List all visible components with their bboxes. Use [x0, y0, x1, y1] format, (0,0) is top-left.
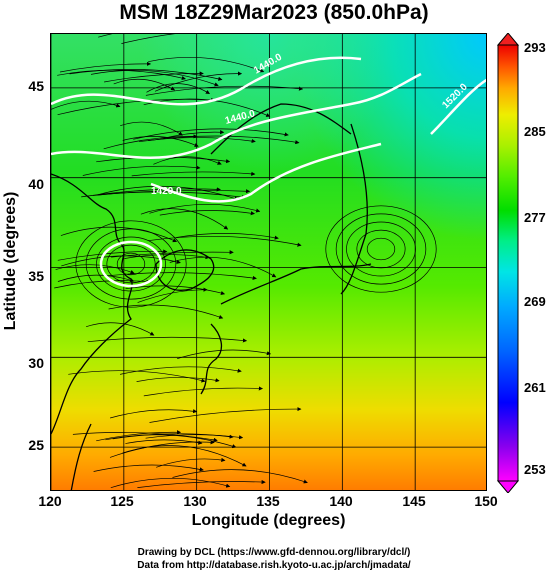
streamline: [90, 69, 219, 87]
streamline: [96, 430, 182, 442]
streamline: [137, 479, 266, 488]
x-tick-label: 145: [402, 493, 426, 509]
streamline: [72, 432, 218, 442]
streamline: [122, 136, 199, 147]
y-tick-label: 40: [28, 176, 44, 192]
streamline: [125, 285, 226, 296]
streamline: [133, 128, 289, 140]
streamline: [82, 165, 201, 176]
map-title: MSM 18Z29Mar2023 (850.0hPa): [119, 1, 429, 24]
streamline: [60, 226, 178, 243]
streamline: [96, 185, 239, 201]
circulation-streamline: [325, 205, 437, 293]
colorbar: [496, 33, 520, 493]
streamline: [149, 406, 302, 423]
colorbar-tick: 269: [524, 294, 546, 309]
x-tick-label: 130: [183, 493, 207, 509]
streamline: [159, 210, 255, 216]
streamline: [145, 434, 244, 440]
streamline: [147, 235, 302, 247]
x-tick-label: 140: [329, 493, 353, 509]
streamline: [121, 34, 176, 44]
colorbar-max-arrow: [496, 33, 520, 46]
streamline: [156, 457, 226, 468]
streamline: [153, 156, 222, 165]
circulation-streamline: [106, 244, 156, 284]
streamline: [176, 349, 272, 360]
streamline: [103, 134, 198, 150]
colorbar-gradient: [497, 44, 519, 482]
x-tick-label: 150: [474, 493, 498, 509]
streamline: [105, 434, 237, 449]
circulation-streamline: [366, 237, 396, 261]
x-tick-label: 120: [38, 493, 62, 509]
streamline: [57, 69, 186, 81]
credit-data: Data from http://database.rish.kyoto-u.a…: [137, 560, 411, 571]
streamline: [159, 130, 225, 140]
y-tick-label: 45: [28, 78, 44, 94]
y-tick-label: 25: [28, 437, 44, 453]
streamline: [109, 440, 215, 458]
streamline: [85, 322, 155, 336]
streamline: [108, 304, 224, 319]
streamline: [149, 203, 261, 214]
circulation-streamline: [335, 213, 427, 285]
wind-streamlines: [51, 34, 437, 489]
y-axis-label: Latitude (degrees): [2, 191, 19, 331]
streamline: [110, 409, 198, 419]
colorbar-tick: 261: [524, 380, 546, 395]
streamline: [59, 61, 152, 73]
streamline: [104, 71, 204, 83]
height-contours: [51, 56, 486, 288]
streamline: [169, 256, 277, 278]
streamline: [69, 69, 223, 81]
colorbar-min-arrow: [496, 480, 520, 493]
circulation-streamline: [85, 228, 177, 300]
x-tick-label: 135: [256, 493, 280, 509]
colorbar-tick: 253: [524, 462, 546, 477]
cold-region-n: [51, 34, 486, 490]
streamline: [93, 191, 246, 200]
map-plot: 1440.0 1440.0 1420.0 1520.0: [51, 34, 486, 490]
streamline: [124, 254, 210, 260]
streamline: [120, 366, 242, 375]
colorbar-tick: 293: [524, 40, 546, 55]
circulation-streamline: [75, 220, 187, 308]
x-tick-label: 125: [110, 493, 134, 509]
streamline: [176, 233, 279, 240]
streamline: [131, 171, 256, 177]
circulation-streamline: [116, 252, 146, 276]
streamline: [140, 208, 229, 230]
x-axis-label: Longitude (degrees): [191, 512, 346, 529]
streamline: [98, 34, 113, 38]
lat-lon-grid: [51, 34, 486, 490]
streamline: [113, 78, 176, 91]
streamline: [146, 83, 210, 94]
streamline: [136, 377, 220, 383]
streamline: [93, 464, 204, 472]
colorbar-tick: 285: [524, 124, 546, 139]
colorbar-tick: 277: [524, 210, 546, 225]
contour-label: 1420.0: [151, 186, 182, 197]
y-tick-label: 30: [28, 355, 44, 371]
y-tick-label: 35: [28, 268, 44, 284]
streamline: [57, 274, 135, 283]
streamline: [51, 100, 121, 110]
wind-temperature-map: 1440.0 1440.0 1420.0 1520.0: [50, 33, 487, 491]
streamline: [172, 469, 308, 484]
streamline: [148, 56, 265, 73]
credit-drawing: Drawing by DCL (https://www.gfd-dennou.o…: [137, 547, 411, 558]
circulation-streamline: [356, 229, 406, 269]
